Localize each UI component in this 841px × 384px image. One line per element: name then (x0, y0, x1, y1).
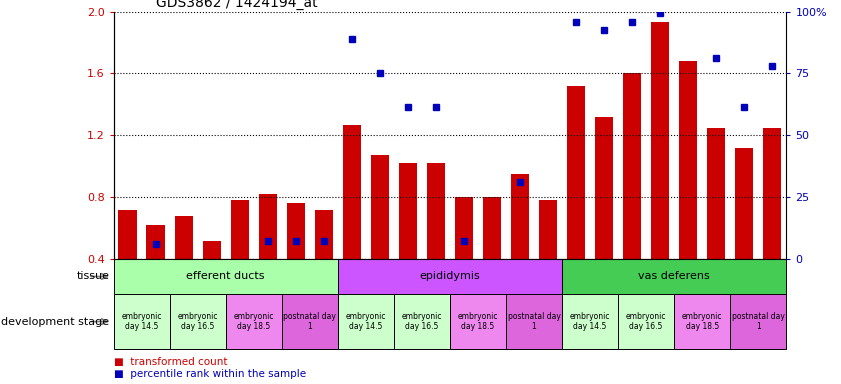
Bar (399, 163, 417, 259)
Bar (450, 294, 506, 349)
Text: embryonic
day 16.5: embryonic day 16.5 (177, 312, 218, 331)
Bar (562, 259, 786, 294)
Bar (562, 294, 618, 349)
Bar (203, 241, 220, 259)
Bar (114, 259, 338, 294)
Bar (674, 294, 730, 349)
Text: efferent ducts: efferent ducts (187, 271, 265, 281)
Bar (342, 124, 361, 259)
Text: embryonic
day 14.5: embryonic day 14.5 (346, 312, 386, 331)
Bar (119, 210, 136, 259)
Bar (170, 294, 225, 349)
Bar (338, 259, 562, 294)
Text: postnatal day
1: postnatal day 1 (508, 312, 560, 331)
Bar (394, 294, 450, 349)
Bar (427, 163, 445, 259)
Text: embryonic
day 18.5: embryonic day 18.5 (682, 312, 722, 331)
Bar (455, 197, 473, 259)
Text: embryonic
day 18.5: embryonic day 18.5 (458, 312, 498, 331)
Text: embryonic
day 16.5: embryonic day 16.5 (626, 312, 666, 331)
Bar (146, 225, 165, 259)
Text: tissue: tissue (77, 271, 109, 281)
Bar (282, 294, 338, 349)
Text: embryonic
day 14.5: embryonic day 14.5 (570, 312, 611, 331)
Text: embryonic
day 14.5: embryonic day 14.5 (121, 312, 161, 331)
Text: GDS3862 / 1424194_at: GDS3862 / 1424194_at (156, 0, 317, 10)
Bar (483, 197, 501, 259)
Bar (707, 127, 725, 259)
Bar (730, 294, 786, 349)
Bar (567, 86, 585, 259)
Bar (651, 22, 669, 259)
Bar (315, 210, 333, 259)
Text: postnatal day
1: postnatal day 1 (732, 312, 785, 331)
Bar (175, 216, 193, 259)
Bar (595, 117, 613, 259)
Text: ■  transformed count: ■ transformed count (114, 357, 227, 367)
Bar (338, 294, 394, 349)
Bar (763, 127, 781, 259)
Text: epididymis: epididymis (420, 271, 480, 281)
Bar (735, 148, 754, 259)
Bar (287, 204, 305, 259)
Bar (259, 194, 277, 259)
Bar (510, 174, 529, 259)
Bar (680, 61, 697, 259)
Bar (225, 294, 282, 349)
Bar (506, 294, 562, 349)
Bar (623, 73, 641, 259)
Text: vas deferens: vas deferens (638, 271, 710, 281)
Text: postnatal day
1: postnatal day 1 (283, 312, 336, 331)
Bar (114, 294, 170, 349)
Bar (539, 200, 557, 259)
Text: embryonic
day 18.5: embryonic day 18.5 (234, 312, 274, 331)
Bar (371, 156, 389, 259)
Bar (230, 200, 249, 259)
Bar (618, 294, 674, 349)
Text: development stage: development stage (1, 316, 109, 327)
Text: embryonic
day 16.5: embryonic day 16.5 (402, 312, 442, 331)
Text: ■  percentile rank within the sample: ■ percentile rank within the sample (114, 369, 305, 379)
